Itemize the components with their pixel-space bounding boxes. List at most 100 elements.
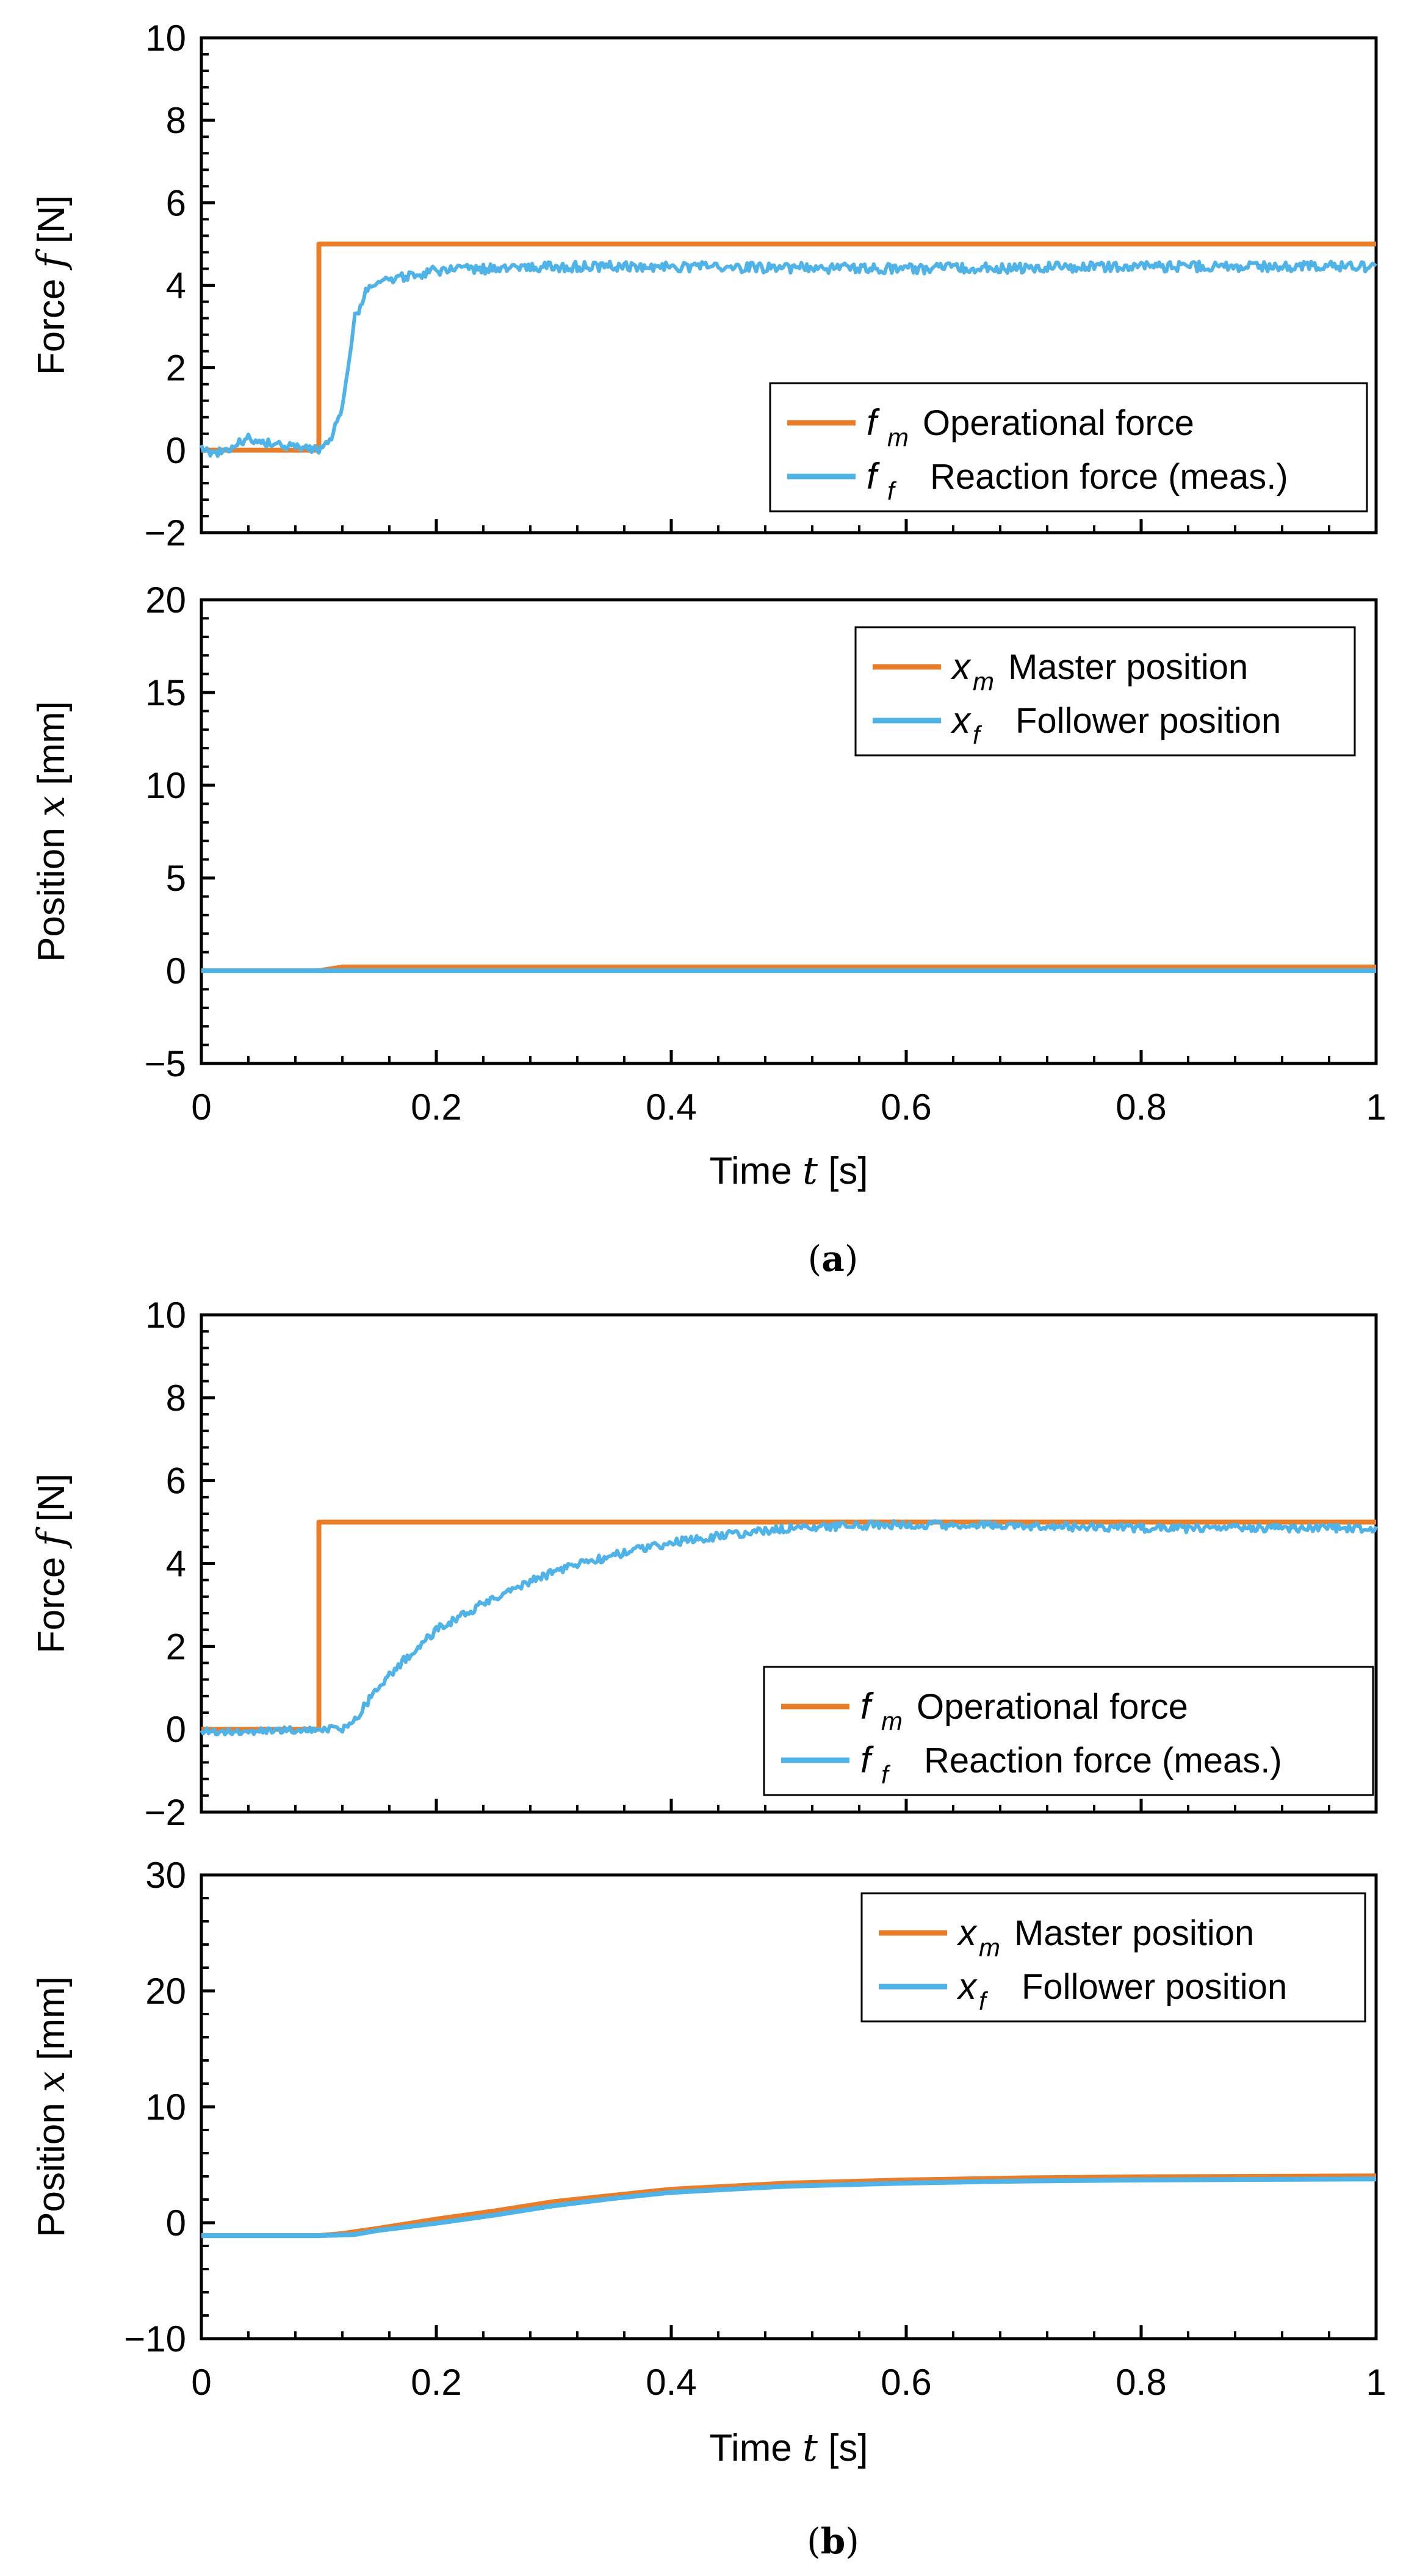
- caption-b: (b): [807, 2520, 859, 2562]
- caption-a: (a): [808, 1238, 859, 1279]
- x-axis-title-text: Time: [709, 2427, 802, 2469]
- series-line-follower: [200, 259, 1377, 458]
- legend-box: [763, 1666, 1374, 1796]
- legend-symbol: x: [956, 1912, 978, 1953]
- chart-a-force: −2 0 2 4 6 8 10 Force f [N] f m Operational force f…: [29, 18, 1378, 553]
- x-axis-title-var: t: [802, 2425, 818, 2470]
- y-tick-label: −2: [145, 513, 186, 553]
- y-tick-label: 10: [145, 1295, 186, 1336]
- y-tick-label: −5: [145, 1043, 186, 1084]
- y-tick-label: 5: [166, 858, 186, 899]
- caption-a-letter: a: [821, 1238, 845, 1279]
- y-axis-title-text: Force: [31, 268, 73, 375]
- y-tick-label: 2: [166, 1626, 186, 1667]
- x-axis-title-unit: [s]: [818, 2427, 868, 2469]
- y-tick-label: 0: [166, 951, 186, 991]
- legend-symbol: x: [956, 1966, 978, 2007]
- legend-box: [854, 626, 1356, 757]
- y-axis-title-unit: [mm]: [31, 1976, 73, 2071]
- legend-label: Master position: [1014, 1913, 1254, 1953]
- y-axis-title-text: Position: [31, 2092, 73, 2237]
- legend-symbol: f: [867, 456, 880, 497]
- y-axis-title: Position x [mm]: [29, 701, 73, 962]
- y-tick-label: 8: [166, 100, 186, 141]
- y-axis-title: Position x [mm]: [29, 1976, 73, 2237]
- y-tick-label: 4: [166, 265, 186, 306]
- x-tick-label: 0.6: [881, 2362, 931, 2403]
- series-line-follower: [201, 2176, 1377, 2239]
- y-axis-title-var: x: [29, 796, 73, 817]
- y-tick-label: 6: [166, 182, 186, 223]
- x-axis-title: Time t [s]: [709, 2425, 868, 2470]
- x-tick-label: 0.4: [646, 1087, 696, 1128]
- legend-label: Operational force: [923, 403, 1194, 443]
- legend-symbol: f: [867, 402, 880, 443]
- legend-label: Follower position: [1022, 1967, 1287, 2007]
- caption-a-close: ): [845, 1238, 859, 1279]
- legend-label: Master position: [1008, 647, 1248, 687]
- x-axis-title-unit: [s]: [818, 1150, 868, 1192]
- y-tick-label: 2: [166, 348, 186, 389]
- series-line-follower: [200, 1519, 1378, 1736]
- y-tick-label: 0: [166, 430, 186, 471]
- series-line-master: [201, 241, 1376, 453]
- y-tick-label: 20: [145, 1971, 186, 2012]
- caption-b-letter: b: [821, 2520, 846, 2562]
- legend-symbol: x: [950, 646, 972, 687]
- x-tick-label: 0.6: [881, 1087, 931, 1128]
- y-tick-label: 10: [145, 18, 186, 59]
- x-tick-label: 0.8: [1116, 2362, 1166, 2403]
- legend-label: Operational force: [917, 1687, 1188, 1727]
- y-tick-label: 4: [166, 1544, 186, 1585]
- legend-subscript: m: [973, 667, 994, 696]
- y-tick-label: 0: [166, 2203, 186, 2243]
- x-tick-label: 0.4: [646, 2362, 696, 2403]
- y-axis-title-unit: [N]: [31, 1473, 73, 1532]
- x-axis-title-var: t: [802, 1148, 818, 1193]
- legend-box: [860, 1892, 1366, 2023]
- legend-symbol: f: [860, 1686, 874, 1727]
- x-tick-label: 1: [1366, 1087, 1386, 1128]
- y-axis-title: Force f [N]: [29, 1473, 73, 1653]
- y-tick-label: −10: [124, 2319, 186, 2359]
- y-tick-label: 8: [166, 1378, 186, 1419]
- y-tick-label: 30: [145, 1855, 186, 1896]
- legend-subscript: m: [887, 423, 909, 452]
- legend-subscript: m: [881, 1707, 903, 1735]
- y-tick-label: 15: [145, 672, 186, 713]
- y-axis-title-unit: [mm]: [31, 701, 73, 796]
- legend-label: Reaction force (meas.): [924, 1741, 1282, 1780]
- plot-frame: [200, 598, 1378, 1065]
- y-axis-title-text: Force: [31, 1546, 73, 1653]
- x-axis-title: Time t [s]: [709, 1148, 868, 1193]
- x-tick-label: 0.2: [411, 2362, 461, 2403]
- x-tick-label: 0.8: [1116, 1087, 1166, 1128]
- caption-a-open: (: [808, 1238, 822, 1279]
- x-tick-label: 0.2: [411, 1087, 461, 1128]
- legend-label: Follower position: [1015, 701, 1281, 741]
- y-tick-label: 10: [145, 2087, 186, 2128]
- x-tick-label: 0: [191, 1087, 211, 1128]
- y-tick-label: −2: [145, 1792, 186, 1833]
- y-tick-label: 0: [166, 1709, 186, 1750]
- x-axis-title-text: Time: [709, 1150, 802, 1192]
- legend-label: Reaction force (meas.): [930, 457, 1288, 497]
- legend-subscript: m: [979, 1933, 1000, 1962]
- caption-b-close: ): [845, 2520, 859, 2562]
- y-tick-label: 10: [145, 765, 186, 806]
- y-tick-label: 20: [145, 580, 186, 621]
- legend-symbol: x: [950, 700, 972, 741]
- chart-b-force: −2 0 2 4 6 8 10 Force f [N] f m Operational force f…: [29, 1295, 1378, 1833]
- y-axis-title-unit: [N]: [31, 195, 73, 254]
- legend-symbol: f: [860, 1740, 874, 1780]
- y-axis-title: Force f [N]: [29, 195, 73, 375]
- caption-b-open: (: [807, 2520, 821, 2562]
